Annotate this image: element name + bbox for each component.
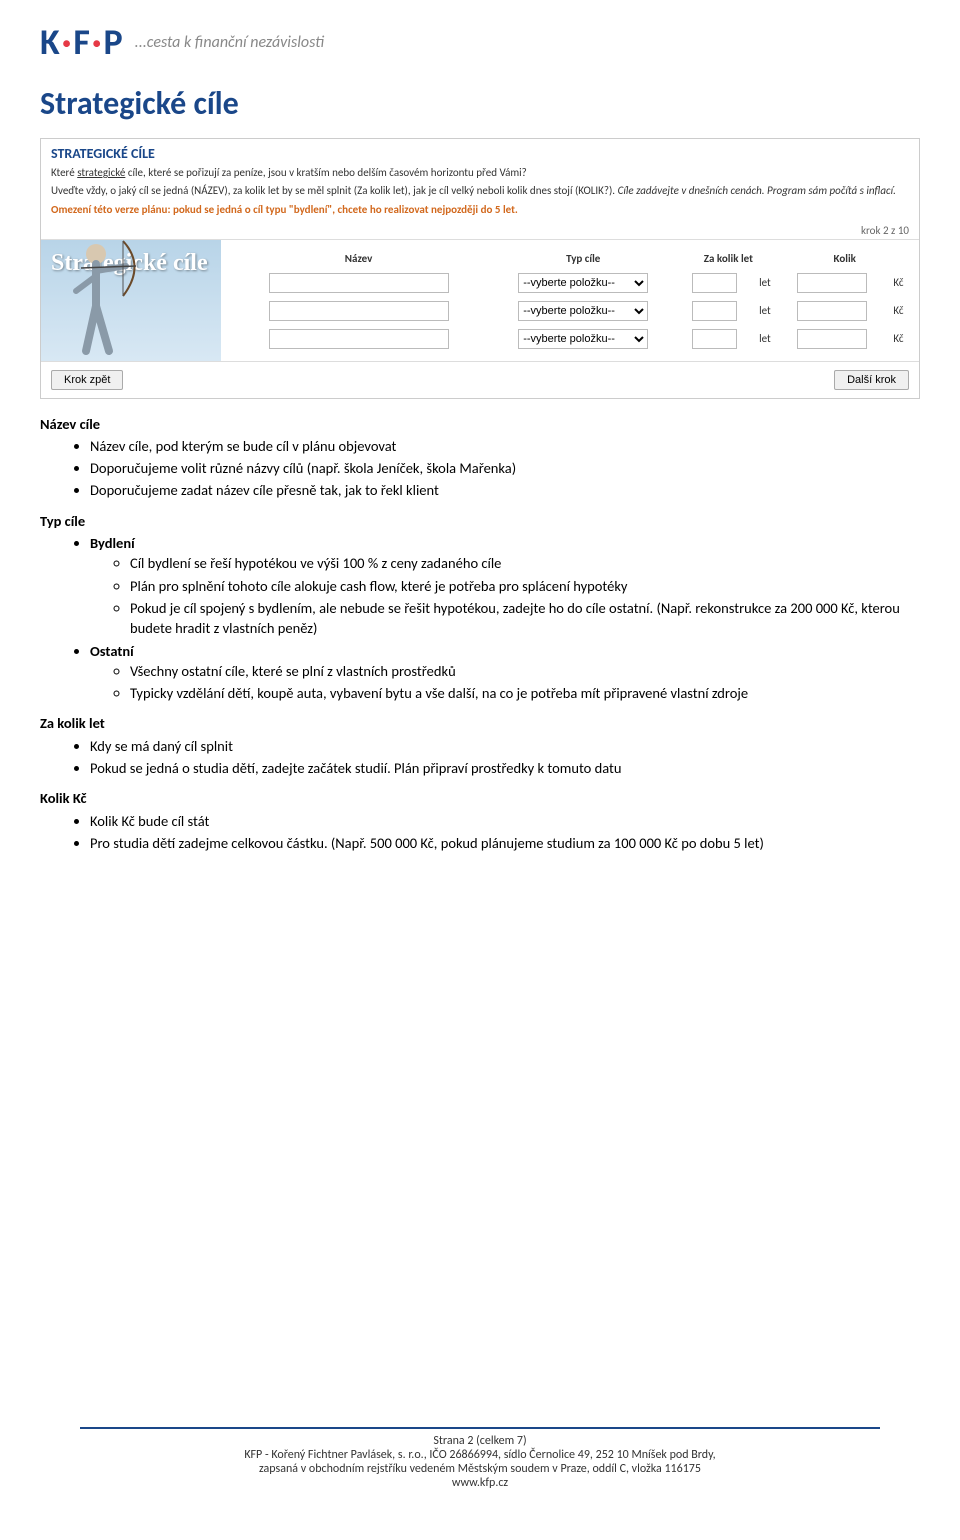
col-nazev: Název	[229, 248, 488, 269]
list-nazev: Název cíle, pod kterým se bude cíl v plá…	[90, 436, 920, 501]
nazev-input[interactable]	[269, 273, 449, 293]
kolik-input[interactable]	[797, 301, 867, 321]
screenshot-desc-line2: Uveďte vždy, o jaký cíl se jedná (NÁZEV)…	[41, 182, 919, 200]
nazev-input[interactable]	[269, 301, 449, 321]
col-zakolik: Za kolik let	[678, 248, 778, 269]
table-row: --vyberte položku-- let Kč	[229, 269, 911, 297]
let-input[interactable]	[692, 329, 737, 349]
col-kolik: Kolik	[778, 248, 911, 269]
logo-dot2: ·	[92, 20, 104, 64]
header-logo: K·F·P ...cesta k finanční nezávislosti	[40, 20, 920, 64]
footer: Strana 2 (celkem 7) KFP - Kořený Fichtne…	[80, 1427, 880, 1490]
list-item: Plán pro splnění tohoto cíle alokuje cas…	[130, 576, 920, 596]
kolik-input[interactable]	[797, 273, 867, 293]
page-title: Strategické cíle	[40, 84, 920, 123]
list-item: Typicky vzdělání dětí, koupě auta, vybav…	[130, 683, 920, 703]
typ-select[interactable]: --vyberte položku--	[518, 273, 648, 293]
nazev-input[interactable]	[269, 329, 449, 349]
screenshot-form: Strategické cíle Název Typ cíle Za kolik…	[41, 239, 919, 361]
list-item: Doporučujeme volit různé názvy cílů (nap…	[90, 458, 920, 478]
footer-registry: zapsaná v obchodním rejstříku vedeném Mě…	[80, 1462, 880, 1476]
list-zakolik: Kdy se má daný cíl splnit Pokud se jedná…	[90, 736, 920, 779]
desc-text: Které	[51, 166, 77, 179]
archer-icon	[61, 236, 151, 356]
list-item: Pokud se jedná o studia dětí, zadejte za…	[90, 758, 920, 778]
sublist-bydleni: Cíl bydlení se řeší hypotékou ve výši 10…	[130, 553, 920, 638]
table-row: --vyberte položku-- let Kč	[229, 325, 911, 353]
desc-text: cíle, které se pořizují za peníze, jsou …	[125, 166, 526, 179]
heading-typ-cile: Typ cíle	[40, 511, 920, 531]
content-body: Název cíle Název cíle, pod kterým se bud…	[40, 414, 920, 854]
unit-kc: Kč	[886, 297, 911, 325]
unit-kc: Kč	[886, 269, 911, 297]
step-counter: krok 2 z 10	[41, 222, 919, 239]
typ-select[interactable]: --vyberte položku--	[518, 329, 648, 349]
logo-dot: ·	[62, 20, 74, 64]
unit-let: let	[751, 325, 778, 353]
let-input[interactable]	[692, 273, 737, 293]
typ-select[interactable]: --vyberte položku--	[518, 301, 648, 321]
sublist-ostatni: Všechny ostatní cíle, které se plní z vl…	[130, 661, 920, 704]
back-button[interactable]: Krok zpět	[51, 370, 123, 390]
list-item: Kdy se má daný cíl splnit	[90, 736, 920, 756]
logo-k: K	[40, 20, 62, 64]
goals-table: Název Typ cíle Za kolik let Kolik --vybe…	[229, 248, 911, 353]
list-item: Kolik Kč bude cíl stát	[90, 811, 920, 831]
footer-company: KFP - Kořený Fichtner Pavlásek, s. r.o.,…	[80, 1448, 880, 1462]
form-area: Název Typ cíle Za kolik let Kolik --vybe…	[221, 240, 919, 361]
logo-f: F	[73, 20, 92, 64]
list-kolik: Kolik Kč bude cíl stát Pro studia dětí z…	[90, 811, 920, 854]
screenshot-desc-line1: Které strategické cíle, které se pořizuj…	[41, 164, 919, 182]
screenshot-warning: Omezení této verze plánu: pokud se jedná…	[41, 201, 919, 222]
list-item: Všechny ostatní cíle, které se plní z vl…	[130, 661, 920, 681]
logo-text: K·F·P	[40, 20, 125, 64]
nav-buttons: Krok zpět Další krok	[41, 361, 919, 398]
unit-let: let	[751, 269, 778, 297]
unit-let: let	[751, 297, 778, 325]
next-button[interactable]: Další krok	[834, 370, 909, 390]
sub-ostatni: Ostatní	[90, 642, 134, 660]
list-item: Doporučujeme zadat název cíle přesně tak…	[90, 480, 920, 500]
logo-p: P	[104, 20, 125, 64]
footer-url: www.kfp.cz	[80, 1476, 880, 1490]
col-typ: Typ cíle	[488, 248, 678, 269]
list-item: Název cíle, pod kterým se bude cíl v plá…	[90, 436, 920, 456]
logo-tagline: ...cesta k finanční nezávislosti	[135, 33, 324, 52]
heading-kolik: Kolik Kč	[40, 788, 920, 808]
heading-zakolik: Za kolik let	[40, 713, 920, 733]
kolik-input[interactable]	[797, 329, 867, 349]
unit-kc: Kč	[886, 325, 911, 353]
footer-page: Strana 2 (celkem 7)	[80, 1434, 880, 1448]
list-item: Bydlení Cíl bydlení se řeší hypotékou ve…	[90, 533, 920, 638]
list-item: Pokud je cíl spojený s bydlením, ale neb…	[130, 598, 920, 639]
screenshot-title: STRATEGICKÉ CÍLE	[41, 139, 919, 164]
desc-italic: Cíle zadávejte v dnešních cenách. Progra…	[618, 184, 896, 197]
desc-underline: strategické	[77, 166, 125, 179]
let-input[interactable]	[692, 301, 737, 321]
list-item: Pro studia dětí zadejme celkovou částku.…	[90, 833, 920, 853]
list-item: Ostatní Všechny ostatní cíle, které se p…	[90, 641, 920, 704]
table-row: --vyberte položku-- let Kč	[229, 297, 911, 325]
list-typ: Bydlení Cíl bydlení se řeší hypotékou ve…	[90, 533, 920, 703]
desc-text: Uveďte vždy, o jaký cíl se jedná (NÁZEV)…	[51, 184, 618, 197]
archer-banner: Strategické cíle	[41, 240, 221, 361]
sub-bydleni: Bydlení	[90, 534, 135, 552]
list-item: Cíl bydlení se řeší hypotékou ve výši 10…	[130, 553, 920, 573]
screenshot-panel: STRATEGICKÉ CÍLE Které strategické cíle,…	[40, 138, 920, 399]
heading-nazev-cile: Název cíle	[40, 414, 920, 434]
